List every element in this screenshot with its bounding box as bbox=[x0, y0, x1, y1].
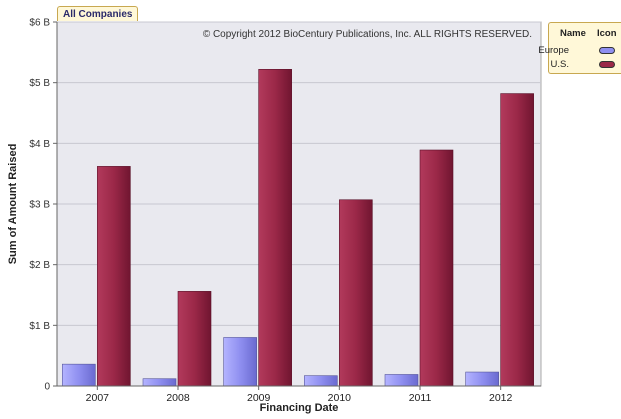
y-tick-label: $5 B bbox=[29, 78, 50, 89]
us-bar bbox=[97, 166, 131, 387]
legend-header-icon: Icon bbox=[597, 28, 617, 39]
us-bar bbox=[339, 199, 373, 387]
y-axis-title: Sum of Amount Raised bbox=[7, 144, 19, 265]
europe-bar bbox=[142, 378, 177, 387]
legend-header-name: Name bbox=[560, 28, 586, 39]
europe-bar bbox=[465, 371, 499, 387]
y-tick-label: $2 B bbox=[29, 260, 50, 271]
y-tick-label: $6 B bbox=[29, 18, 50, 29]
x-tick-label: 2010 bbox=[328, 392, 352, 404]
us-bar bbox=[258, 69, 292, 387]
us-bar bbox=[500, 93, 534, 387]
x-tick-label: 2008 bbox=[166, 392, 190, 404]
x-axis-title: Financing Date bbox=[260, 402, 339, 414]
legend-us-swatch-icon bbox=[599, 61, 615, 68]
legend-label-europe: Europe bbox=[538, 45, 569, 56]
all-companies-tab[interactable]: All Companies bbox=[57, 6, 139, 21]
y-tick-label: $1 B bbox=[29, 321, 50, 332]
tab-label: All Companies bbox=[63, 9, 133, 20]
us-bar bbox=[419, 149, 454, 387]
europe-bar bbox=[384, 374, 419, 387]
y-tick-label: 0 bbox=[44, 382, 50, 393]
europe-bar bbox=[223, 337, 257, 387]
legend-label-us: U.S. bbox=[550, 59, 569, 70]
copyright-notice: © Copyright 2012 BioCentury Publications… bbox=[203, 29, 532, 40]
europe-bar bbox=[62, 363, 96, 387]
x-tick-label: 2009 bbox=[247, 392, 271, 404]
x-tick-label: 2011 bbox=[409, 392, 432, 404]
legend: Name Icon Europe U.S. bbox=[538, 22, 621, 74]
y-tick-label: $3 B bbox=[29, 200, 50, 211]
y-tick-label: $4 B bbox=[29, 139, 50, 150]
europe-bar bbox=[304, 375, 338, 387]
us-bar bbox=[177, 291, 212, 387]
legend-europe-swatch-icon bbox=[599, 47, 615, 54]
x-tick-label: 2012 bbox=[489, 392, 513, 404]
x-tick-label: 2007 bbox=[86, 392, 110, 404]
